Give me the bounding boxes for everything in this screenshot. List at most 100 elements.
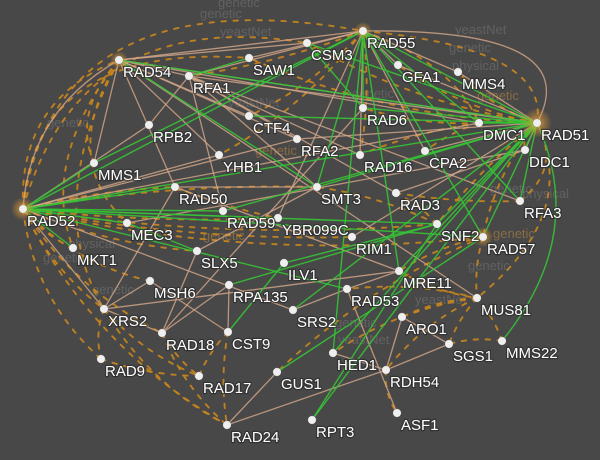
- node-rad17[interactable]: [194, 371, 204, 381]
- node-rad24[interactable]: [222, 420, 232, 430]
- node-mms4[interactable]: [453, 67, 463, 77]
- edge-genetic-dashed: [306, 42, 538, 124]
- node-csm3[interactable]: [302, 38, 312, 48]
- node-hed1[interactable]: [328, 348, 338, 358]
- watermark-genetic: genetic: [200, 6, 242, 21]
- node-rad59[interactable]: [218, 206, 228, 216]
- edge-green: [22, 30, 364, 210]
- node-layer: [18, 26, 542, 430]
- node-label-rpa135: RPA135: [233, 289, 288, 306]
- node-rad50[interactable]: [170, 182, 180, 192]
- node-rad55[interactable]: [358, 26, 368, 36]
- node-label-rad3: RAD3: [400, 197, 440, 214]
- edge-green: [93, 30, 364, 164]
- node-slx5[interactable]: [192, 246, 202, 256]
- edge-genetic-dashed: [248, 57, 538, 124]
- watermark-physical: physical: [522, 186, 569, 201]
- edge-physical: [118, 30, 364, 61]
- node-label-rim1: RIM1: [356, 241, 392, 258]
- node-snf2[interactable]: [432, 219, 442, 229]
- node-mms22[interactable]: [497, 336, 507, 346]
- node-cpa2[interactable]: [420, 146, 430, 156]
- node-rad57[interactable]: [478, 232, 488, 242]
- edge-genetic-dashed: [248, 30, 364, 117]
- node-mms1[interactable]: [89, 158, 99, 168]
- node-rpt3[interactable]: [307, 415, 317, 425]
- node-gus1[interactable]: [272, 367, 282, 377]
- watermark-layer: genetic yeastNet genetic yeastNet genetic phy…: [43, 0, 569, 347]
- node-ddc1[interactable]: [520, 145, 530, 155]
- node-rad54[interactable]: [114, 55, 124, 65]
- node-rfa1[interactable]: [184, 71, 194, 81]
- edge-genetic-dashed: [198, 331, 229, 377]
- node-label-slx5: SLX5: [201, 255, 238, 272]
- node-mec3[interactable]: [122, 218, 132, 228]
- edge-genetic-dashed: [401, 297, 478, 318]
- edge-physical: [226, 369, 387, 426]
- edge-genetic-dashed: [276, 236, 484, 373]
- node-rad6[interactable]: [358, 103, 368, 113]
- edge-green: [362, 30, 521, 202]
- edge-green: [306, 42, 364, 109]
- node-ctf4[interactable]: [244, 111, 254, 121]
- watermark-genetic: genetic: [218, 0, 260, 10]
- node-aro1[interactable]: [397, 312, 407, 322]
- node-rpa135[interactable]: [224, 280, 234, 290]
- node-rad18[interactable]: [157, 328, 167, 338]
- node-msh6[interactable]: [145, 276, 155, 286]
- edge-genetic-dashed: [22, 208, 228, 426]
- node-label-rad55: RAD55: [367, 35, 415, 52]
- edge-genetic-dashed: [398, 270, 478, 299]
- node-rfa3[interactable]: [515, 196, 525, 206]
- node-ilv1[interactable]: [279, 258, 289, 268]
- node-label-rad6: RAD6: [367, 112, 407, 129]
- node-rad52[interactable]: [18, 204, 28, 214]
- node-label-mkt1: MKT1: [77, 252, 117, 269]
- edge-genetic-dashed: [97, 308, 105, 360]
- node-label-csm3: CSM3: [311, 47, 353, 64]
- edge-green: [22, 208, 438, 225]
- node-label-rfa2: RFA2: [301, 143, 339, 160]
- node-rad16[interactable]: [355, 150, 365, 160]
- node-rdh54[interactable]: [381, 365, 391, 375]
- node-label-rfa3: RFA3: [524, 205, 562, 222]
- node-rad51[interactable]: [532, 118, 542, 128]
- node-cst9[interactable]: [223, 327, 233, 337]
- edge-green: [501, 122, 557, 342]
- node-sgs1[interactable]: [444, 339, 454, 349]
- node-label-srs2: SRS2: [297, 314, 336, 331]
- edge-green: [222, 122, 538, 212]
- node-yhb1[interactable]: [214, 150, 224, 160]
- edge-physical: [22, 59, 120, 210]
- node-rad9[interactable]: [96, 354, 106, 364]
- node-label-aro1: ARO1: [406, 321, 447, 338]
- edge-genetic-dashed: [21, 59, 120, 210]
- node-srs2[interactable]: [288, 305, 298, 315]
- node-label-asf1: ASF1: [401, 417, 439, 434]
- node-smt3[interactable]: [312, 182, 322, 192]
- node-rad3[interactable]: [391, 188, 401, 198]
- node-gfa1[interactable]: [393, 60, 403, 70]
- node-mre11[interactable]: [394, 266, 404, 276]
- node-mus81[interactable]: [472, 293, 482, 303]
- node-rim1[interactable]: [347, 232, 357, 242]
- edge-green: [188, 57, 250, 77]
- node-rad53[interactable]: [342, 284, 352, 294]
- node-label-rad59: RAD59: [227, 215, 275, 232]
- node-saw1[interactable]: [244, 53, 254, 63]
- node-xrs2[interactable]: [99, 304, 109, 314]
- node-mkt1[interactable]: [68, 243, 78, 253]
- node-rpb2[interactable]: [144, 120, 154, 130]
- edge-green: [248, 115, 538, 124]
- node-rfa2[interactable]: [292, 134, 302, 144]
- node-dmc1[interactable]: [474, 118, 484, 128]
- node-label-rad52: RAD52: [27, 213, 75, 230]
- edge-green: [311, 223, 438, 421]
- node-asf1[interactable]: [392, 408, 402, 418]
- node-ybr099c[interactable]: [273, 213, 283, 223]
- node-label-rdh54: RDH54: [390, 374, 439, 391]
- node-label-rad9: RAD9: [105, 363, 145, 380]
- watermark-physical: physical: [452, 58, 499, 73]
